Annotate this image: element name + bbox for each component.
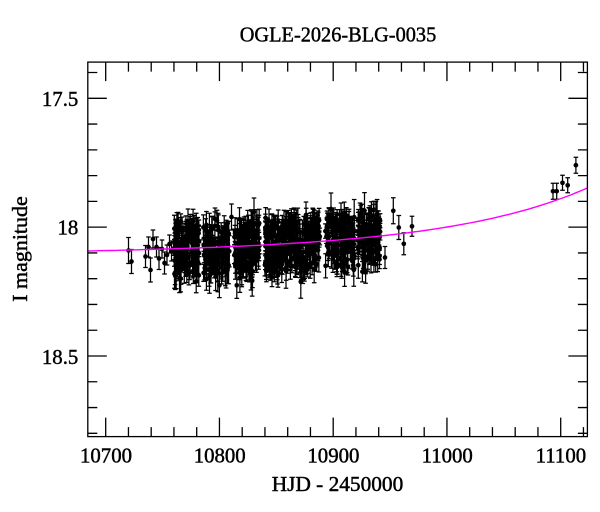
svg-text:OGLE-2026-BLG-0035: OGLE-2026-BLG-0035 (240, 23, 437, 47)
svg-text:17.5: 17.5 (42, 88, 78, 111)
svg-text:I magnitude: I magnitude (9, 196, 32, 302)
svg-text:10800: 10800 (194, 445, 246, 468)
svg-text:10700: 10700 (80, 445, 132, 468)
svg-text:11100: 11100 (536, 445, 586, 468)
svg-text:HJD - 2450000: HJD - 2450000 (272, 473, 404, 496)
svg-text:18: 18 (58, 217, 79, 240)
svg-text:18.5: 18.5 (42, 346, 78, 369)
svg-text:11000: 11000 (422, 445, 473, 468)
svg-text:10900: 10900 (307, 445, 359, 468)
